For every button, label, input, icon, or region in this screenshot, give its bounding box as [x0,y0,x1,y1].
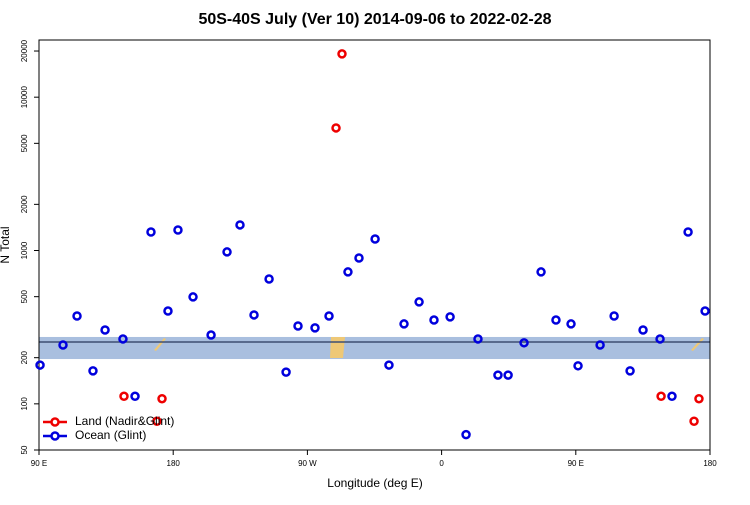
point [573,361,583,371]
point [461,429,471,440]
point [343,267,353,277]
point [700,306,710,316]
x-tick-label: 90 E [31,459,47,468]
point [683,227,693,237]
point [310,323,320,333]
point [72,311,82,321]
y-tick-label: 10000 [20,86,29,109]
x-tick-label: 0 [439,459,444,468]
point [249,310,259,320]
point [689,416,699,426]
point [119,391,129,402]
y-axis-label: N Total [0,226,12,263]
point [88,366,98,376]
legend-marker [50,431,60,441]
point [188,292,198,302]
point [519,338,529,348]
y-tick-label: 20000 [20,39,29,62]
x-tick-label: 180 [703,459,717,468]
point [173,225,183,235]
point [293,321,303,331]
point [118,334,128,344]
reference-band [39,336,710,360]
point [473,334,483,344]
point [656,391,666,402]
plot-frame [38,39,711,451]
point [503,370,513,380]
point [100,325,110,335]
point [595,340,605,350]
point [625,366,635,376]
legend-label: Land (Nadir&Glint) [75,414,174,428]
point [235,220,245,230]
point [414,297,424,307]
point [370,234,380,244]
x-tick-label: 90 E [568,459,584,468]
point [536,267,546,277]
point [337,49,347,59]
y-tick-label: 100 [20,397,29,411]
point [638,325,648,335]
point [206,330,216,340]
x-tick-label: 90 W [298,459,317,468]
point [281,367,291,377]
point [130,391,140,402]
point [264,274,274,284]
point [146,227,156,237]
point [566,319,576,329]
point [157,393,167,404]
chart-title: 50S-40S July (Ver 10) 2014-09-06 to 2022… [198,11,551,28]
point [493,370,503,380]
point [152,416,162,426]
point [551,315,561,325]
x-axis-label: Longitude (deg E) [327,476,422,490]
point [609,311,619,321]
x-tick-label: 180 [167,459,181,468]
point [399,319,409,329]
y-tick-label: 5000 [20,134,29,152]
point [58,340,68,350]
point [667,391,677,402]
y-tick-label: 1000 [20,241,29,259]
point [331,123,341,133]
point [324,311,334,321]
y-tick-label: 200 [20,350,29,364]
point [35,360,45,370]
point [384,360,394,370]
point [694,393,704,404]
point [163,306,173,316]
point [445,312,455,322]
legend-label: Ocean (Glint) [75,428,146,442]
point [354,253,364,263]
point [222,247,232,257]
point [655,334,665,344]
legend-marker [50,417,60,427]
y-tick-label: 2000 [20,195,29,213]
point [429,315,439,325]
y-tick-label: 500 [20,289,29,303]
y-tick-label: 50 [20,445,29,454]
